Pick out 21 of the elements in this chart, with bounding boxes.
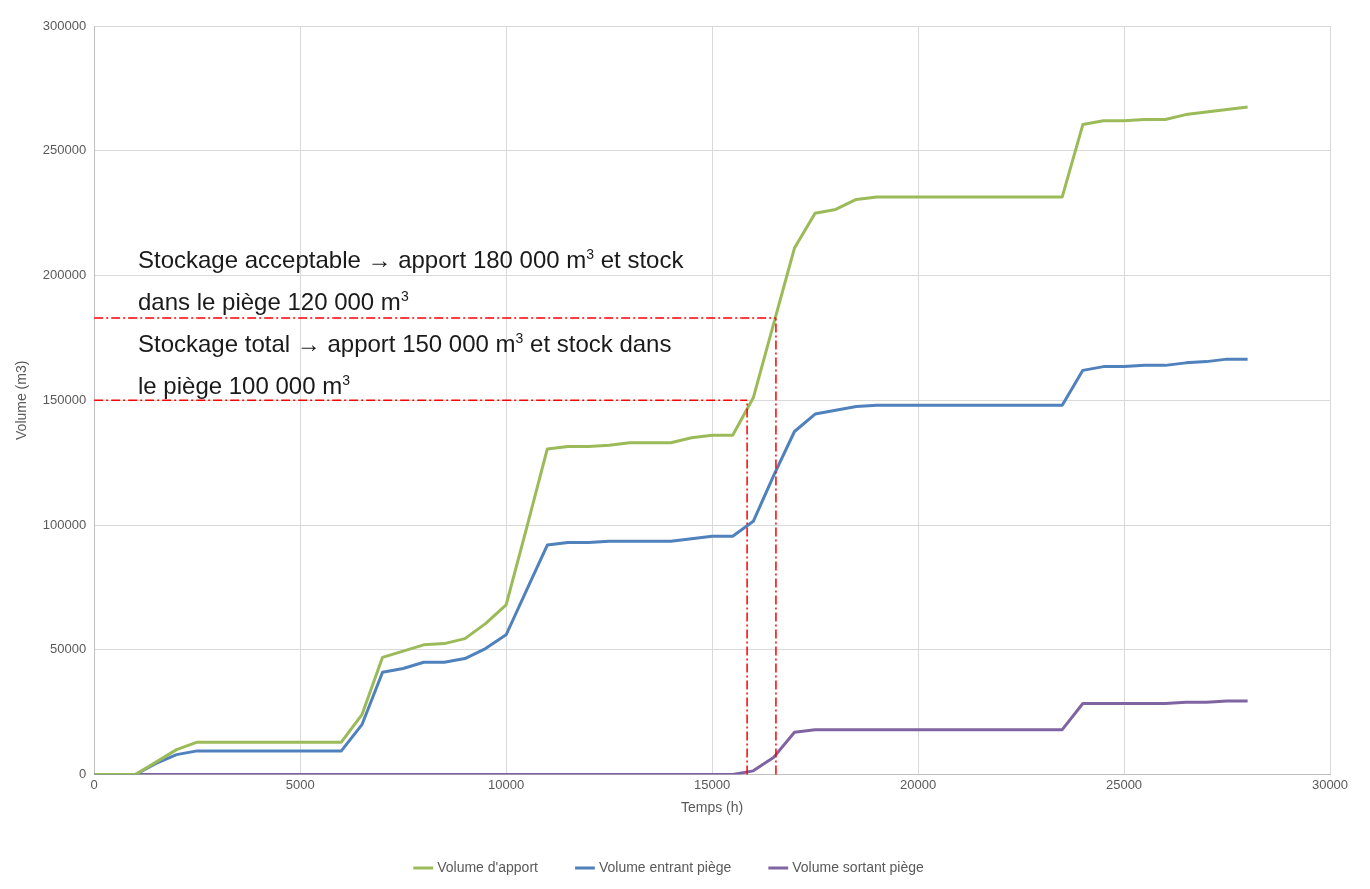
x-tick-label: 15000 <box>694 776 731 792</box>
y-tick-label: 100000 <box>42 516 87 532</box>
x-tick-label: 0 <box>90 776 98 792</box>
x-tick-label: 20000 <box>899 776 937 792</box>
legend-label: Volume entrant piège <box>598 858 732 875</box>
legend-label: Volume d'apport <box>437 858 539 875</box>
x-tick-label: 25000 <box>1105 776 1143 792</box>
x-tick-label: 30000 <box>1311 776 1349 792</box>
y-tick-label: 250000 <box>42 142 87 158</box>
x-tick-label: 10000 <box>488 776 525 792</box>
legend-label: Volume sortant piège <box>792 858 925 875</box>
y-tick-label: 0 <box>78 766 87 782</box>
text: Stockage total → apport 150 000 m$^{3}$ et stock dans le piège 100 000 m$^{3}$ <box>138 330 672 399</box>
y-tick-label: 300000 <box>42 17 87 33</box>
y-axis-title: Volume (m3) <box>13 360 30 440</box>
y-tick-label: 200000 <box>42 267 87 283</box>
y-tick-label: 50000 <box>50 641 87 657</box>
y-tick-label: 150000 <box>42 391 87 407</box>
x-axis-title: Temps (h) <box>680 799 744 816</box>
text: Stockage acceptable → apport 180 000 m$^{3}$ et stock dans le piège 120 000 m$^{3}$ <box>138 246 684 315</box>
x-tick-label: 5000 <box>285 776 315 792</box>
